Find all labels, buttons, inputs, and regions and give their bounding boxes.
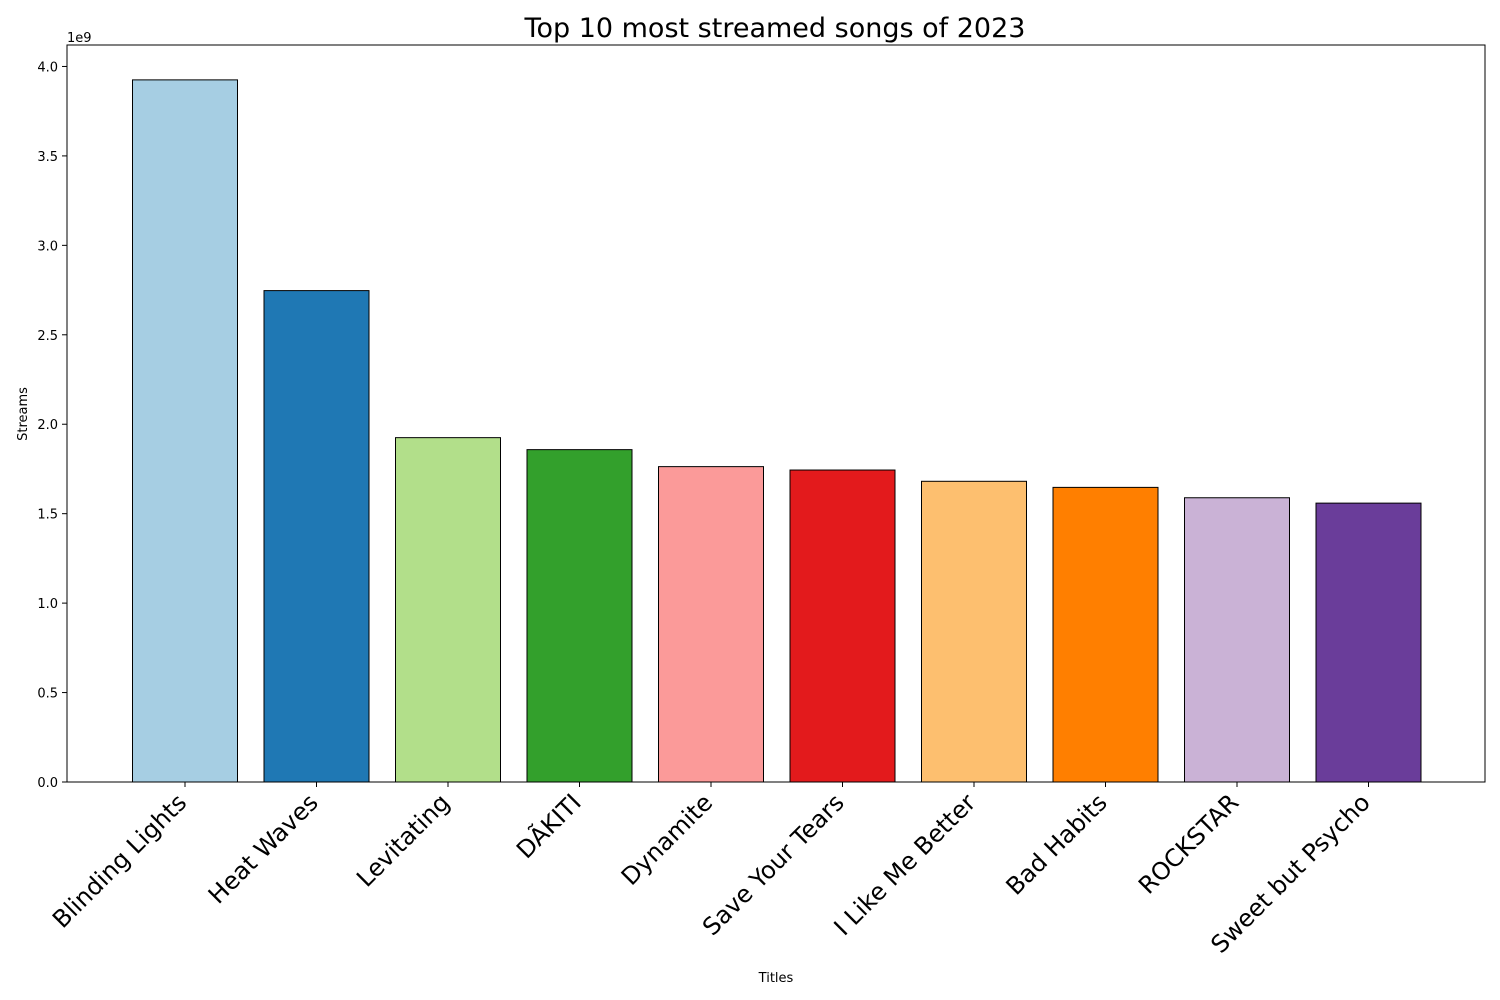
y-axis-ticks: 0.0 0.5 1.0 1.5 2.0 2.5 3.0 3.5 4.0 bbox=[37, 60, 67, 791]
x-tick-label: Heat Waves bbox=[203, 788, 324, 909]
x-tick-label: Dynamite bbox=[616, 788, 718, 890]
y-tick-label: 0.5 bbox=[37, 687, 58, 702]
bar-5 bbox=[790, 470, 895, 782]
y-tick-label: 1.5 bbox=[37, 508, 58, 523]
x-tick-label: Bad Habits bbox=[1001, 788, 1113, 900]
bar-2 bbox=[396, 438, 501, 782]
bar-4 bbox=[659, 467, 764, 782]
x-tick-label: Blinding Lights bbox=[47, 788, 192, 933]
x-axis-ticks: Blinding Lights Heat Waves Levitating DÃ KI… bbox=[47, 782, 1376, 959]
y-axis-offset-label: 1e9 bbox=[67, 31, 92, 46]
y-tick-label: 4.0 bbox=[37, 60, 58, 75]
x-tick-label: DÃ KITI bbox=[510, 787, 587, 864]
y-tick-label: 2.5 bbox=[37, 329, 58, 344]
y-tick-label: 0.0 bbox=[37, 776, 58, 791]
bar-7 bbox=[1053, 487, 1158, 782]
bars-layer bbox=[133, 80, 1422, 782]
y-tick-label: 3.5 bbox=[37, 150, 58, 165]
x-tick-label: ROCKSTAR bbox=[1133, 788, 1244, 899]
bar-3 bbox=[527, 450, 632, 782]
y-tick-label: 3.0 bbox=[37, 239, 58, 254]
bar-9 bbox=[1316, 503, 1421, 782]
x-axis-label: Titles bbox=[758, 971, 794, 986]
x-tick-label: I Like Me Better bbox=[829, 788, 982, 941]
chart-title: Top 10 most streamed songs of 2023 bbox=[524, 13, 1026, 44]
y-tick-label: 1.0 bbox=[37, 597, 58, 612]
bar-1 bbox=[264, 291, 369, 782]
y-axis-label: Streams bbox=[16, 387, 31, 441]
x-tick-label: Levitating bbox=[351, 788, 455, 892]
bar-8 bbox=[1185, 498, 1290, 782]
bar-0 bbox=[133, 80, 238, 782]
y-tick-label: 2.0 bbox=[37, 418, 58, 433]
x-tick-label: Save Your Tears bbox=[697, 788, 850, 941]
bar-6 bbox=[922, 481, 1027, 782]
